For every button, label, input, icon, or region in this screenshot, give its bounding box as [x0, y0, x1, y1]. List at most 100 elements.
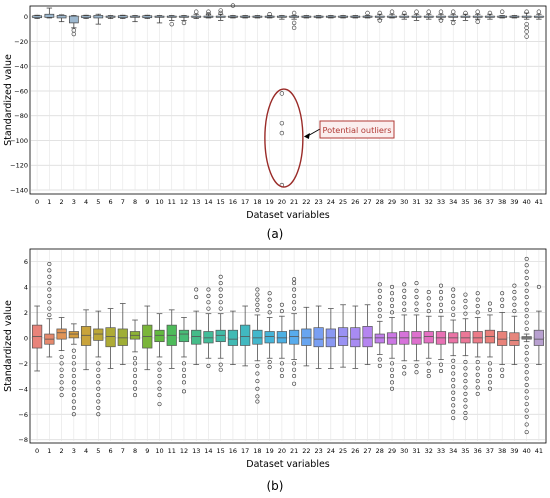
box-variable-33 [436, 9, 446, 23]
outlier-point [500, 304, 505, 309]
outlier-point [181, 367, 186, 372]
outlier-point [390, 304, 395, 309]
x-tick-label: 40 [523, 447, 531, 455]
box-iqr [338, 15, 348, 18]
box-iqr [460, 15, 471, 18]
x-tick-label: 38 [498, 447, 506, 455]
box-variable-5 [93, 13, 104, 25]
outlier-point [377, 282, 382, 287]
box-iqr [485, 15, 495, 18]
box-iqr [472, 15, 483, 18]
outlier-point [71, 361, 76, 366]
box-variable-40 [521, 9, 532, 39]
box-variable-31 [411, 281, 422, 375]
outlier-point [206, 12, 211, 17]
outlier-point [59, 361, 64, 366]
y-tick-label: −100 [10, 137, 28, 145]
outlier-point [133, 386, 138, 391]
box-iqr [80, 326, 92, 346]
outlier-point [206, 9, 211, 14]
outlier-point [536, 9, 542, 14]
x-tick-label: 24 [327, 198, 335, 206]
outlier-point [499, 9, 505, 14]
outlier-point [71, 348, 76, 353]
outlier-point [463, 391, 468, 396]
panel-b-plot-area [29, 248, 547, 444]
outlier-point [475, 304, 480, 309]
outlier-point [451, 409, 456, 414]
box-variable-12 [178, 317, 190, 394]
outlier-point [451, 403, 456, 408]
outlier-point [524, 422, 529, 427]
outlier-point [279, 91, 285, 96]
x-tick-label: 21 [290, 447, 298, 455]
box-variable-18 [252, 15, 263, 19]
box-iqr [399, 15, 410, 18]
box-iqr [509, 332, 520, 346]
box-iqr [301, 328, 312, 346]
outlier-point [47, 300, 52, 305]
outlier-point [206, 287, 211, 292]
box-iqr [93, 15, 104, 19]
y-tick-label: −40 [14, 63, 28, 71]
outlier-point [524, 326, 529, 331]
outlier-point [157, 374, 162, 379]
box-variable-11 [166, 309, 177, 369]
outlier-point [524, 276, 529, 281]
outlier-point [267, 291, 272, 296]
outlier-point [292, 281, 297, 286]
box-variable-16 [227, 310, 239, 366]
box-iqr [436, 15, 446, 18]
outlier-point [206, 293, 211, 298]
box-variable-25 [338, 15, 348, 19]
box-variable-34 [448, 287, 459, 421]
outlier-point [279, 120, 285, 126]
x-tick-label: 41 [535, 198, 543, 206]
x-tick-label: 16 [229, 447, 237, 455]
x-tick-label: 26 [351, 198, 359, 206]
outlier-point [47, 268, 52, 273]
outlier-point [390, 386, 395, 391]
box-iqr [68, 15, 79, 24]
box-iqr [179, 15, 189, 18]
box-iqr [374, 15, 385, 18]
x-tick-label: 33 [437, 447, 445, 455]
outlier-point [157, 393, 162, 398]
outlier-point [451, 390, 456, 395]
x-tick-label: 10 [155, 447, 163, 455]
y-tick-label: −8 [18, 436, 28, 444]
box-variable-32 [423, 9, 434, 20]
outlier-point [71, 412, 76, 417]
x-tick-label: 1 [47, 198, 51, 206]
box-variable-3 [68, 15, 79, 37]
box-iqr [411, 15, 422, 18]
outlier-point [524, 376, 529, 381]
y-tick-label: −20 [14, 38, 28, 46]
outlier-point [402, 282, 407, 287]
panel-a-boxes [32, 3, 544, 188]
outlier-point [524, 282, 529, 287]
outlier-point [218, 293, 223, 298]
outlier-point [96, 374, 101, 379]
outlier-point [463, 10, 468, 16]
panel-b-caption: (b) [267, 479, 284, 493]
outlier-point [181, 361, 186, 366]
outlier-point [255, 379, 260, 384]
annotation-box [319, 120, 395, 139]
x-tick-label: 0 [35, 198, 39, 206]
outlier-point [255, 399, 260, 404]
outlier-point [390, 310, 395, 315]
x-tick-label: 36 [474, 198, 482, 206]
x-tick-label: 32 [425, 447, 433, 455]
outlier-point [487, 367, 492, 372]
outlier-point [524, 402, 529, 407]
outlier-point [377, 314, 382, 319]
x-tick-label: 11 [168, 198, 176, 206]
x-tick-label: 3 [72, 447, 76, 455]
outlier-point [169, 21, 174, 27]
outlier-point [292, 287, 297, 292]
box-variable-19 [264, 12, 275, 19]
outlier-point [512, 283, 517, 288]
y-tick-label: −6 [18, 411, 28, 419]
outlier-point [96, 386, 101, 391]
